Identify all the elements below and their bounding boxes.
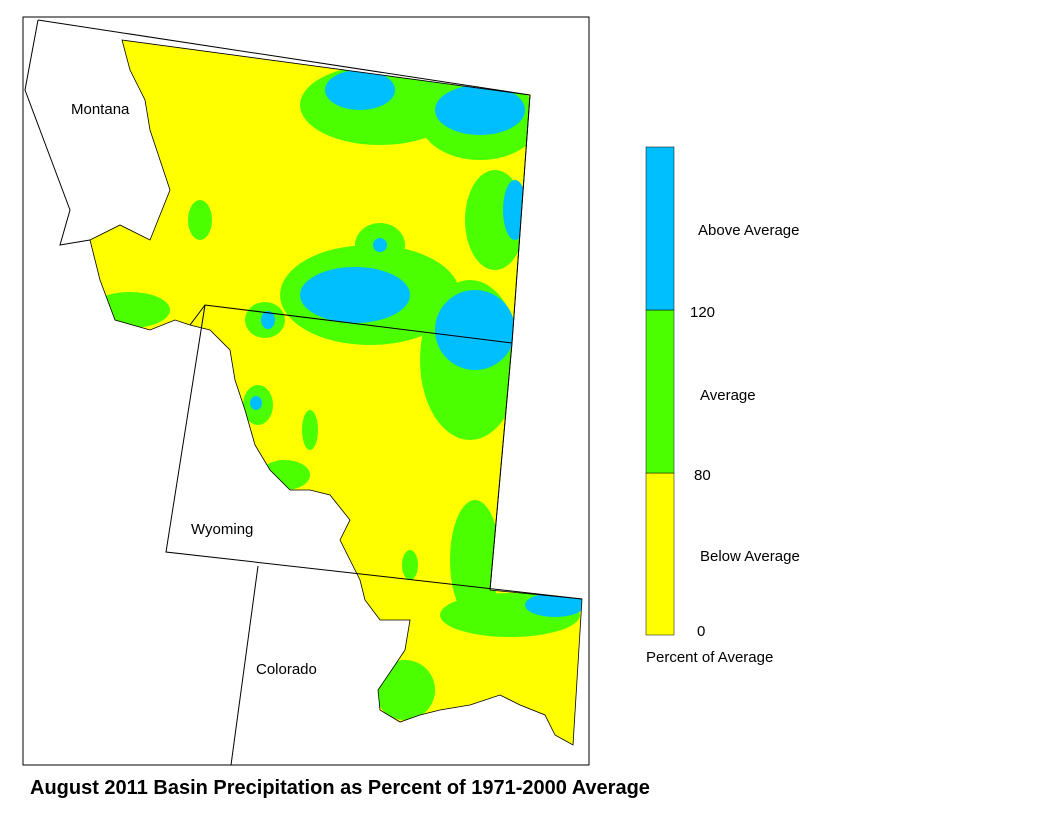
legend: Below Average Average Above Average 0 80… [645, 146, 800, 666]
caption: August 2011 Basin Precipitation as Perce… [30, 777, 650, 799]
region [325, 70, 395, 110]
region [450, 500, 500, 620]
legend-title: Percent of Average [646, 649, 773, 666]
region [300, 267, 410, 323]
legend-label: Above Average [698, 222, 799, 239]
region [525, 593, 582, 617]
state-label: Colorado [256, 661, 317, 678]
legend-label: Average [700, 387, 756, 404]
region [261, 311, 275, 329]
legend-tick: 80 [694, 467, 711, 484]
region [373, 238, 387, 252]
region [250, 396, 262, 410]
legend-label: Below Average [700, 548, 800, 565]
state-lines [24, 19, 583, 766]
region [375, 660, 435, 720]
legend-swatch [645, 309, 675, 474]
legend-swatch [645, 146, 675, 311]
state-label: Montana [71, 101, 130, 118]
region [302, 410, 318, 450]
region [435, 85, 525, 135]
region [402, 550, 418, 580]
legend-tick: 0 [697, 623, 705, 640]
legend-tick: 120 [690, 304, 715, 321]
region [188, 200, 212, 240]
region [435, 290, 515, 370]
state-label: Wyoming [191, 521, 253, 538]
legend-swatch [645, 472, 675, 636]
